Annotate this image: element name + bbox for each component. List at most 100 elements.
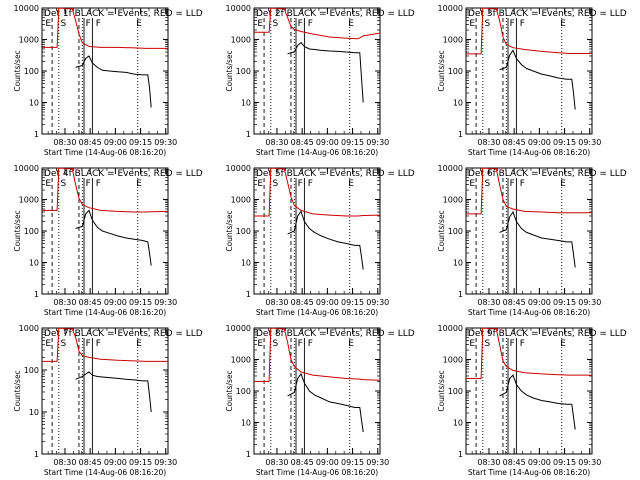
y-tick-label: 10000 — [438, 324, 463, 333]
event-marker: E — [257, 19, 263, 29]
y-axis-label: Counts/sec — [225, 370, 234, 411]
event-marker: S — [484, 19, 490, 29]
x-tick-label: 09:30 — [154, 298, 177, 307]
event-marker: F — [86, 179, 91, 189]
y-tick-label: 1 — [246, 130, 251, 139]
chart-title: Det 5f BLACK = Events, RED = LLD — [256, 169, 415, 179]
y-axis-label: Counts/sec — [437, 210, 446, 251]
y-tick-label: 1 — [458, 290, 463, 299]
chart-title: Det 1f BLACK = Events, RED = LLD — [44, 9, 203, 19]
x-tick-label: 09:30 — [366, 458, 389, 467]
event-marker: E — [560, 179, 566, 189]
y-axis-label: Counts/sec — [437, 370, 446, 411]
chart-panel-3: Det 3f BLACK = Events, RED = LLD 1 10 100 10… — [437, 4, 627, 157]
y-tick-label: 100 — [448, 227, 463, 236]
x-tick-label: 08:45 — [79, 298, 102, 307]
y-tick-label: 100 — [448, 387, 463, 396]
event-marker: S — [60, 19, 66, 29]
chart-title: Det 4f BLACK = Events, RED = LLD — [44, 169, 203, 179]
event-marker: E — [469, 179, 475, 189]
x-axis-label: Start Time (14-Aug-06 08:16:20) — [256, 468, 378, 477]
x-tick-label: 09:15 — [341, 298, 364, 307]
chart-panel-8: Det 8f BLACK = Events, RED = LLD 1 10 100 10… — [225, 324, 415, 477]
y-axis-label: Counts/sec — [13, 370, 22, 411]
x-tick-label: 09:30 — [578, 138, 601, 147]
chart-title: Det 3f BLACK = Events, RED = LLD — [468, 9, 627, 19]
event-marker: S — [60, 339, 66, 349]
y-tick-label: 1 — [246, 450, 251, 459]
x-tick-label: 09:15 — [341, 138, 364, 147]
event-marker: E — [257, 339, 263, 349]
y-tick-label: 10 — [453, 99, 463, 108]
x-tick-label: 09:00 — [528, 298, 551, 307]
events-series-line — [75, 209, 152, 266]
chart-panel-1: Det 1f BLACK = Events, RED = LLD 1 10 100 10… — [13, 4, 203, 157]
x-tick-label: 09:30 — [578, 298, 601, 307]
lld-series-line — [42, 327, 168, 362]
y-tick-label: 100 — [24, 227, 39, 236]
x-tick-label: 09:30 — [154, 138, 177, 147]
y-tick-label: 10000 — [438, 164, 463, 173]
event-marker: E — [469, 339, 475, 349]
event-marker: S — [484, 339, 490, 349]
y-axis-label: Counts/sec — [13, 50, 22, 91]
x-tick-label: 09:00 — [528, 138, 551, 147]
y-tick-label: 100 — [448, 67, 463, 76]
y-axis-label: Counts/sec — [225, 50, 234, 91]
y-tick-label: 1000 — [231, 36, 251, 45]
x-axis-label: Start Time (14-Aug-06 08:16:20) — [256, 308, 378, 317]
x-tick-label: 08:45 — [79, 138, 102, 147]
event-marker: E — [136, 179, 142, 189]
x-tick-label: 08:30 — [53, 138, 76, 147]
y-tick-label: 10000 — [226, 324, 251, 333]
chart-panel-6: Det 6f BLACK = Events, RED = LLD 1 10 100 10… — [437, 164, 627, 317]
x-tick-label: 08:30 — [477, 298, 500, 307]
y-tick-label: 1000 — [19, 324, 39, 333]
x-tick-label: 09:15 — [553, 458, 576, 467]
x-tick-label: 08:30 — [265, 138, 288, 147]
y-tick-label: 100 — [24, 67, 39, 76]
x-tick-label: 09:15 — [129, 138, 152, 147]
events-series-line — [499, 374, 576, 430]
y-tick-label: 1 — [246, 290, 251, 299]
x-tick-label: 08:45 — [291, 458, 314, 467]
x-tick-label: 09:00 — [316, 298, 339, 307]
x-axis-label: Start Time (14-Aug-06 08:16:20) — [44, 148, 166, 157]
y-tick-label: 1000 — [231, 196, 251, 205]
lld-series-line — [466, 167, 592, 215]
event-marker: E — [45, 179, 51, 189]
y-tick-label: 1 — [34, 450, 39, 459]
event-marker: F — [510, 339, 515, 349]
x-tick-label: 08:30 — [53, 458, 76, 467]
x-axis-label: Start Time (14-Aug-06 08:16:20) — [256, 148, 378, 157]
x-tick-label: 08:45 — [503, 458, 526, 467]
x-tick-label: 09:15 — [129, 298, 152, 307]
y-tick-label: 1000 — [231, 356, 251, 365]
event-marker: F — [520, 179, 525, 189]
x-tick-label: 08:45 — [503, 138, 526, 147]
y-tick-label: 1 — [458, 450, 463, 459]
x-tick-label: 08:30 — [477, 138, 500, 147]
x-tick-label: 08:45 — [79, 458, 102, 467]
x-tick-label: 09:30 — [366, 298, 389, 307]
lld-series-line — [466, 327, 592, 379]
events-series-line — [75, 55, 152, 108]
event-marker: F — [298, 19, 303, 29]
lld-series-line — [466, 7, 592, 55]
event-marker: F — [86, 19, 91, 29]
y-tick-label: 1 — [458, 130, 463, 139]
event-marker: E — [560, 339, 566, 349]
event-marker: F — [308, 179, 313, 189]
chart-panel-9: Det 9f BLACK = Events, RED = LLD 1 10 100 10… — [437, 324, 627, 477]
y-tick-label: 10 — [241, 99, 251, 108]
y-tick-label: 1000 — [443, 196, 463, 205]
chart-panel-7: Det 7f BLACK = Events, RED = LLD 1 10 100 10… — [13, 324, 203, 477]
x-tick-label: 09:30 — [578, 458, 601, 467]
plot-frame — [41, 327, 169, 455]
x-tick-label: 09:30 — [366, 138, 389, 147]
y-tick-label: 1000 — [443, 356, 463, 365]
x-axis-label: Start Time (14-Aug-06 08:16:20) — [468, 148, 590, 157]
y-tick-label: 10 — [29, 259, 39, 268]
y-tick-label: 10000 — [14, 164, 39, 173]
y-tick-label: 10000 — [226, 164, 251, 173]
